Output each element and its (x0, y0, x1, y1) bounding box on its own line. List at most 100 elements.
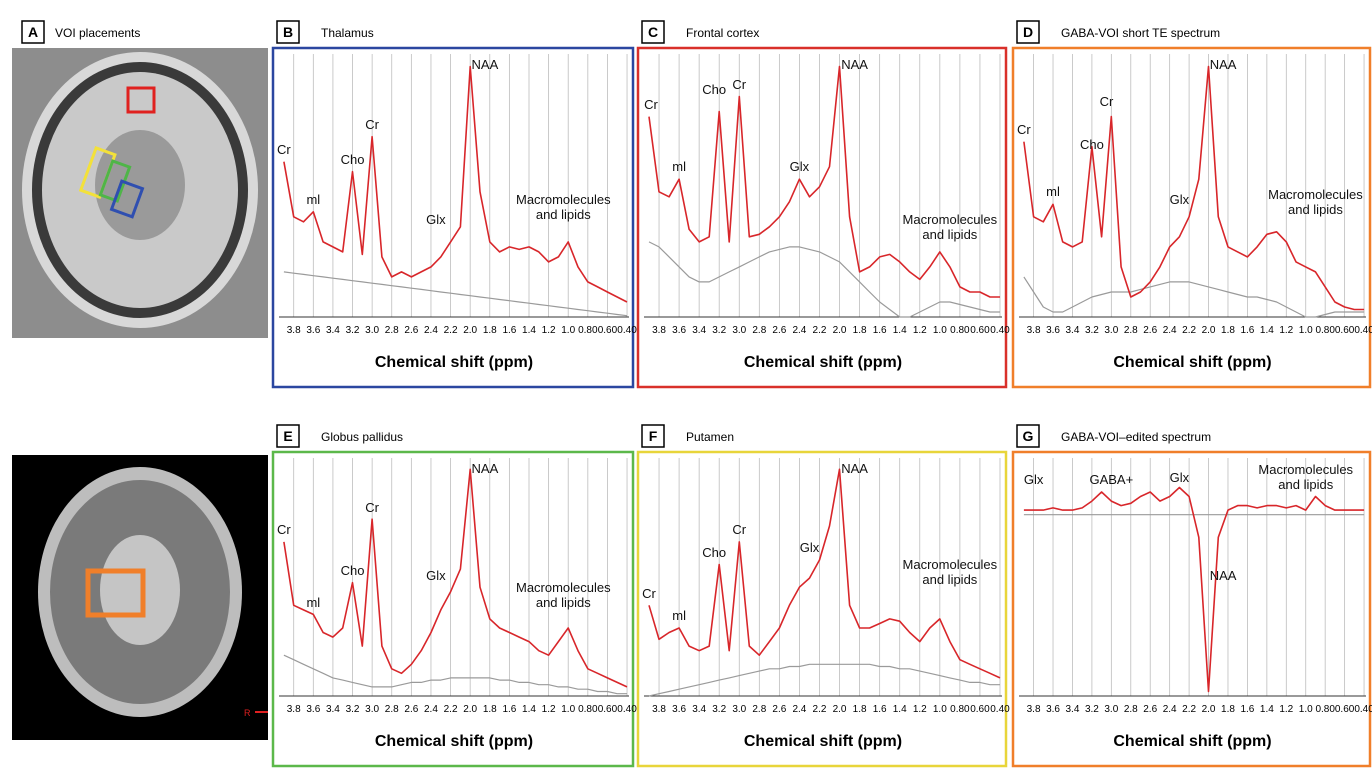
peak-label: Glx (1169, 470, 1190, 486)
peak-label: Cho (340, 151, 365, 167)
panel-frame (271, 46, 635, 389)
peak-label: Cr (1099, 94, 1114, 110)
x-tick-label: 1.4 (522, 325, 536, 336)
peak-label: Macromolecules and lipids (515, 191, 611, 222)
peak-label: NAA (841, 56, 868, 72)
x-tick-label: 3.2 (1085, 325, 1099, 336)
x-tick-label: 2.8 (385, 704, 399, 715)
peak-label: ml (672, 159, 686, 175)
x-tick-label: 2.4 (1163, 704, 1177, 715)
peak-label: NAA (471, 461, 499, 477)
x-axis-title: Chemical shift (ppm) (1113, 354, 1271, 371)
x-tick-label: 3.8 (652, 704, 666, 715)
x-tick-label: 3.6 (1046, 704, 1060, 715)
x-tick-label: 2.0 (463, 325, 477, 336)
panel-title: VOI placements (55, 26, 140, 40)
x-tick-label: 0.40 (617, 325, 637, 336)
spectrum-line (648, 241, 1000, 318)
x-tick-label: 3.6 (672, 325, 686, 336)
x-tick-label: 1.8 (853, 325, 867, 336)
x-tick-label: 3.4 (1066, 704, 1080, 715)
x-tick-label: 3.8 (652, 325, 666, 336)
x-tick-label: 2.8 (385, 325, 399, 336)
voi-frontal (126, 86, 156, 114)
spectrum-line (648, 663, 1000, 697)
x-tick-label: 3.8 (1027, 704, 1041, 715)
peak-label: Cr (277, 141, 291, 157)
x-tick-label: 1.4 (1260, 704, 1274, 715)
peak-label: Macromolecules and lipids (902, 557, 998, 588)
x-tick-label: 3.0 (732, 704, 746, 715)
voi-gaba (85, 568, 146, 618)
spectrum-line (283, 271, 628, 317)
x-tick-label: 2.4 (1163, 325, 1177, 336)
peak-label: Glx (799, 540, 820, 556)
x-tick-label: 2.0 (833, 325, 847, 336)
spectrum-line (283, 468, 628, 688)
voi-thalamus (109, 179, 145, 219)
spectrum-line (648, 468, 1001, 679)
x-tick-label: 3.6 (1046, 325, 1060, 336)
x-tick-label: 2.6 (404, 704, 418, 715)
peak-label: Cho (702, 81, 727, 97)
peak-label: ml (306, 191, 321, 207)
x-tick-label: 3.4 (1066, 325, 1080, 336)
peak-label: Glx (789, 159, 810, 175)
x-tick-label: 2.2 (444, 325, 458, 336)
spectrum-line (1023, 65, 1365, 311)
x-tick-label: 3.0 (1104, 704, 1118, 715)
x-tick-label: 1.8 (853, 704, 867, 715)
x-tick-label: 2.6 (1143, 325, 1157, 336)
peak-label: Glx (1023, 472, 1044, 488)
x-tick-label: 3.0 (365, 704, 379, 715)
peak-label: Cr (277, 522, 291, 538)
x-axis-title: Chemical shift (ppm) (744, 354, 902, 371)
peak-label: Cr (642, 585, 656, 601)
panel-label-box (21, 20, 45, 44)
x-tick-label: 2.8 (752, 325, 766, 336)
panel-frame (1011, 46, 1372, 389)
x-tick-label: 2.4 (424, 704, 438, 715)
x-tick-label: 0.80 (950, 325, 970, 336)
panel-title: GABA-VOI–edited spectrum (1061, 430, 1211, 444)
peak-label: Glx (426, 211, 446, 227)
x-tick-label: 3.2 (712, 325, 726, 336)
peak-label: NAA (841, 461, 868, 477)
x-tick-label: 0.60 (970, 704, 990, 715)
panel-title: Putamen (686, 430, 734, 444)
peak-label: Macromolecules and lipids (1258, 462, 1354, 492)
x-tick-label: 2.0 (833, 704, 847, 715)
peak-label: ml (672, 608, 686, 624)
peak-label: ml (1046, 184, 1060, 200)
x-tick-label: 3.6 (306, 325, 320, 336)
x-tick-label: 2.8 (1124, 704, 1138, 715)
x-tick-label: 1.8 (483, 704, 497, 715)
peak-label: Cr (644, 96, 658, 112)
x-tick-label: 1.4 (522, 704, 536, 715)
panel-label-box (276, 20, 300, 44)
x-tick-label: 0.60 (1335, 704, 1355, 715)
peak-label: GABA+ (1089, 472, 1134, 488)
peak-label: Cr (732, 76, 747, 92)
panel-label-box (276, 424, 300, 448)
x-tick-label: 1.0 (561, 325, 575, 336)
panel-label: B (283, 24, 293, 40)
x-tick-label: 2.2 (813, 325, 827, 336)
x-tick-label: 2.4 (792, 325, 806, 336)
spectrum-line (648, 65, 1000, 298)
x-tick-label: 3.2 (1085, 704, 1099, 715)
x-tick-label: 3.4 (326, 704, 340, 715)
x-tick-label: 2.0 (463, 704, 477, 715)
x-tick-label: 1.6 (1240, 325, 1254, 336)
x-tick-label: 1.0 (933, 704, 947, 715)
x-tick-label: 2.0 (1202, 325, 1216, 336)
peak-label: NAA (471, 56, 499, 72)
x-tick-label: 0.40 (1354, 704, 1372, 715)
x-tick-label: 0.40 (617, 704, 637, 715)
x-tick-label: 0.60 (1335, 325, 1355, 336)
x-tick-label: 2.8 (752, 704, 766, 715)
panel-label: E (283, 428, 292, 444)
panel-title: GABA-VOI short TE spectrum (1061, 26, 1220, 40)
